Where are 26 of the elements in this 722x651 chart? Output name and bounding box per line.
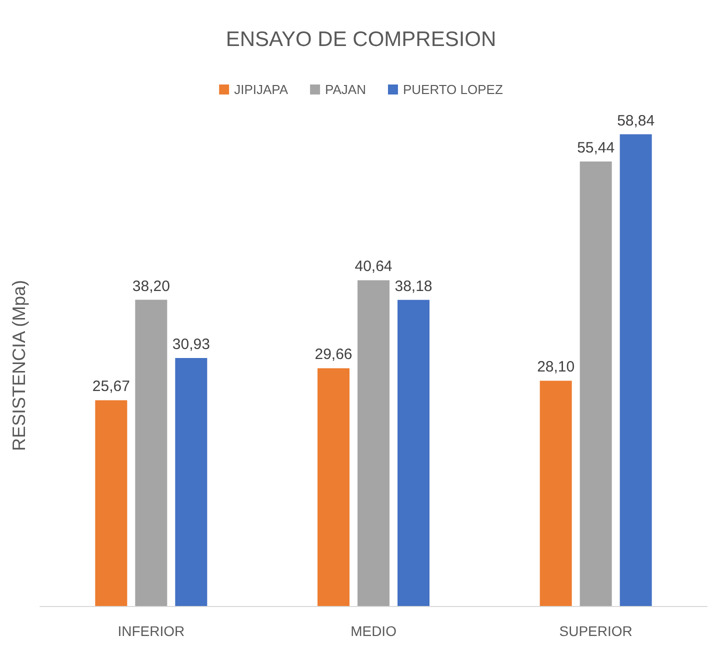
bar — [398, 300, 430, 606]
x-tick-label: INFERIOR — [118, 623, 185, 639]
bar — [620, 134, 652, 606]
y-axis-title: RESISTENCIA (Mpa) — [9, 280, 29, 452]
x-tick-label: MEDIO — [350, 623, 397, 639]
x-tick-label: SUPERIOR — [559, 623, 632, 639]
bar — [175, 358, 208, 606]
data-label: 55,44 — [577, 140, 615, 157]
bar — [318, 368, 350, 606]
chart-title: ENSAYO DE COMPRESION — [226, 28, 496, 51]
data-label: 40,64 — [354, 258, 392, 276]
data-label: 30,93 — [172, 336, 210, 354]
legend-label: JIPIJAPA — [234, 82, 288, 97]
data-label: 28,10 — [537, 358, 575, 376]
bar — [540, 380, 572, 606]
bar — [135, 300, 168, 606]
data-label: 38,18 — [394, 278, 432, 295]
data-label: 58,84 — [617, 112, 655, 130]
legend-label: PUERTO LOPEZ — [402, 82, 503, 97]
bar — [358, 280, 390, 606]
data-label: 38,20 — [132, 278, 170, 295]
legend-label: PAJAN — [325, 82, 366, 97]
bar — [95, 400, 128, 606]
data-label: 29,66 — [314, 346, 352, 364]
bar — [580, 162, 612, 606]
data-label: 25,67 — [92, 378, 130, 396]
